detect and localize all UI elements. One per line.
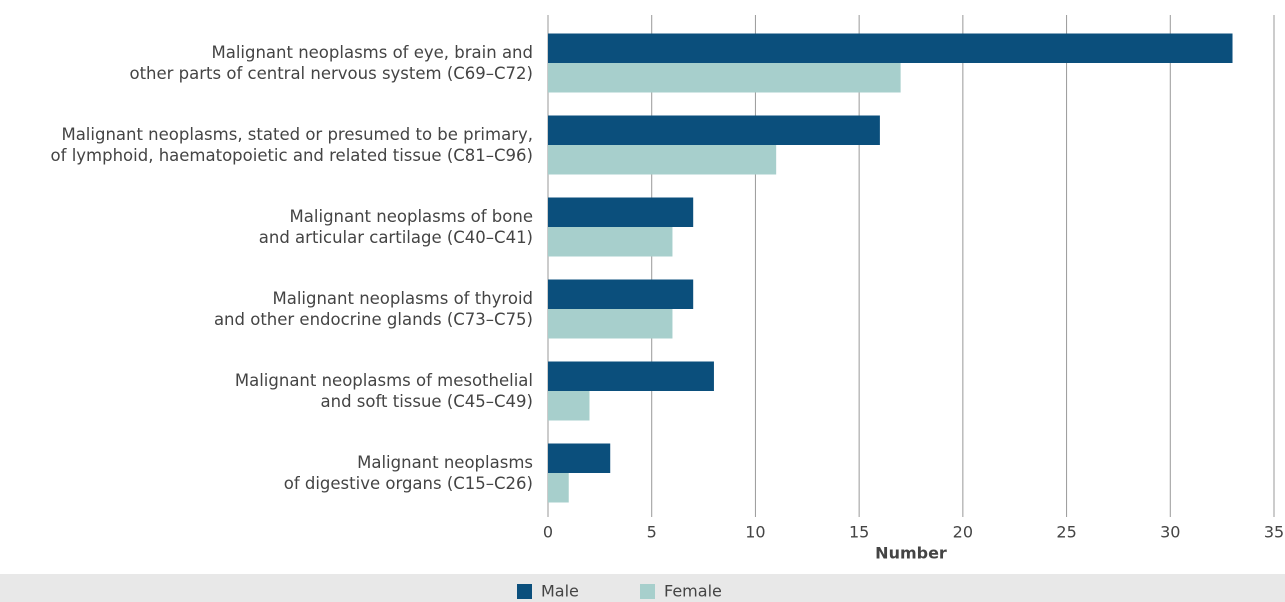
x-tick-label: 0 [543,523,553,542]
bar [548,473,569,503]
legend-swatch [640,584,655,599]
legend-swatch [517,584,532,599]
category-label: Malignant neoplasms of thyroid and other… [213,289,533,329]
category-label: Malignant neoplasms of eye, brain and ot… [129,43,533,83]
bar [548,309,673,339]
bar [548,227,673,257]
x-tick-label: 20 [953,523,973,542]
x-tick-label: 30 [1160,523,1180,542]
bar [548,33,1233,63]
bar [548,145,777,175]
x-tick-label: 15 [849,523,869,542]
category-label: Malignant neoplasms, stated or presumed … [50,125,533,165]
legend-label: Female [664,582,722,601]
legend-label: Male [541,582,579,601]
category-label: Malignant neoplasms of digestive organs … [283,453,533,493]
bar [548,115,880,145]
x-tick-label: 10 [745,523,765,542]
category-label: Malignant neoplasms of mesothelial and s… [234,371,533,411]
bar [548,197,694,227]
x-tick-label: 25 [1056,523,1076,542]
x-tick-label: 35 [1264,523,1284,542]
x-tick-label: 5 [647,523,657,542]
bar [548,279,694,309]
bar [548,63,901,93]
category-label: Malignant neoplasms of bone and articula… [258,207,533,247]
x-axis-label: Number [875,544,947,563]
bar [548,443,611,473]
bar [548,391,590,421]
bar [548,361,714,391]
